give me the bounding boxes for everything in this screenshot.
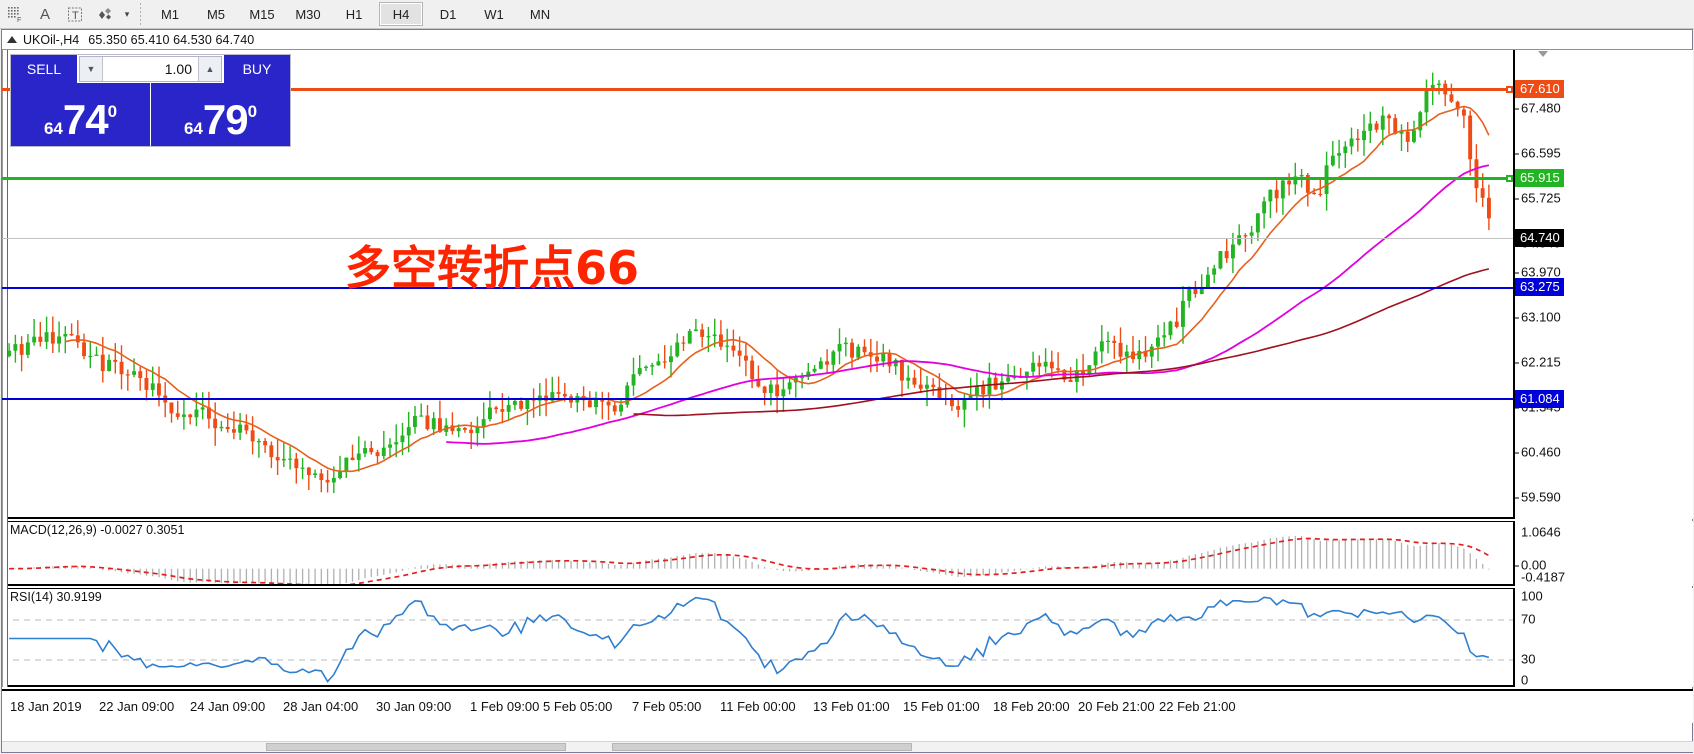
rsi-tick: 70 [1521, 611, 1536, 627]
timeframe-m15[interactable]: M15 [249, 6, 275, 22]
crosshair-f-icon[interactable]: F [0, 1, 30, 27]
timeframe-m1[interactable]: M1 [160, 6, 180, 22]
trade-panel-prices: 64 74 0 64 79 0 [11, 83, 290, 146]
time-tick: 13 Feb 01:00 [813, 699, 890, 714]
price-tick: 66.595 [1514, 146, 1561, 161]
svg-text:T: T [72, 10, 79, 22]
timeframe-h4[interactable]: H4 [379, 2, 423, 26]
time-tick: 11 Feb 00:00 [720, 699, 796, 714]
time-tick: 18 Feb 20:00 [993, 699, 1070, 714]
rsi-tick: 100 [1521, 588, 1543, 604]
volume-increase-icon[interactable]: ▲ [198, 57, 221, 81]
volume-decrease-icon[interactable]: ▼ [80, 57, 103, 81]
volume-input[interactable]: 1.00 [164, 61, 192, 77]
time-tick: 15 Feb 01:00 [903, 699, 980, 714]
macd-axis: 1.0646 0.00 -0.4187 [1513, 521, 1693, 586]
chart-header: UKOil-,H4 65.350 65.410 64.530 64.740 [2, 30, 1692, 50]
trade-panel-top-row: SELL ▼ 1.00 ▲ BUY [11, 55, 290, 83]
candlestick-series [7, 72, 1491, 493]
time-tick: 7 Feb 05:00 [632, 699, 702, 714]
timeframe-mn[interactable]: MN [529, 6, 551, 22]
rsi-label: RSI(14) 30.9199 [8, 590, 104, 604]
sell-price-pips: 74 [62, 96, 109, 143]
macd-series [9, 536, 1490, 584]
chart-toolbar: F A T ▾ M1 M5 M15 M30 H1 H4 D1 W1 [0, 0, 1694, 29]
text-a-icon[interactable]: A [30, 1, 60, 27]
macd-tick: 0.00 [1514, 558, 1546, 573]
collapse-triangle-icon[interactable] [7, 36, 17, 43]
text-a-glyph: A [39, 5, 50, 23]
time-tick: 30 Jan 09:00 [376, 699, 452, 714]
buy-button[interactable]: BUY [224, 55, 290, 83]
rsi-pane[interactable]: RSI(14) 30.9199 [2, 588, 1513, 687]
sell-button[interactable]: SELL [11, 55, 77, 83]
price-label-level-1: 63.275 [1515, 278, 1564, 296]
macd-pane[interactable]: MACD(12,26,9) -0.0027 0.3051 [2, 521, 1513, 586]
buy-price-fraction: 0 [247, 102, 258, 121]
macd-tick: 1.0646 [1521, 524, 1561, 540]
macd-tick: -0.4187 [1521, 569, 1566, 585]
chart-annotation-text[interactable]: 多空转折点66 [345, 241, 640, 295]
buy-price-pips: 79 [202, 96, 249, 143]
time-tick: 18 Jan 2019 [10, 699, 82, 714]
objects-icon[interactable] [90, 1, 120, 27]
price-label-resistance: 67.610 [1515, 80, 1564, 98]
price-tick: 63.970 [1514, 265, 1561, 280]
timeframe-h1[interactable]: H1 [345, 6, 363, 22]
rsi-tick: 30 [1521, 651, 1536, 667]
time-tick: 5 Feb 05:00 [543, 699, 613, 714]
price-label-support: 65.915 [1515, 169, 1564, 187]
price-tick: 65.725 [1514, 191, 1561, 206]
time-tick: 28 Jan 04:00 [283, 699, 359, 714]
time-tick: 20 Feb 21:00 [1078, 699, 1155, 714]
volume-stepper[interactable]: ▼ 1.00 ▲ [79, 56, 222, 82]
rsi-axis: 100 70 30 0 [1513, 588, 1693, 688]
price-label-current: 64.740 [1515, 229, 1564, 247]
objects-dropdown-caret-icon[interactable]: ▾ [124, 8, 130, 19]
scrollbar-thumb-left[interactable] [266, 743, 566, 751]
price-tick: 67.480 [1514, 101, 1561, 116]
time-axis[interactable]: 18 Jan 2019 22 Jan 09:00 24 Jan 09:00 28… [2, 689, 1693, 723]
horizontal-scrollbar[interactable] [2, 741, 1693, 752]
buy-price-big-figure: 64 [183, 119, 203, 138]
toolbar-separator [140, 3, 141, 25]
time-tick: 22 Jan 09:00 [99, 699, 175, 714]
chart-symbol-label: UKOil-,H4 [23, 32, 80, 47]
price-label-level-2: 61.084 [1515, 390, 1564, 408]
svg-text:F: F [17, 17, 21, 23]
price-tick: 63.100 [1514, 310, 1561, 325]
buy-price-button[interactable]: 64 79 0 [151, 83, 290, 146]
sell-price-fraction: 0 [107, 102, 118, 121]
price-tick: 59.590 [1514, 490, 1561, 505]
rsi-tick: 0 [1521, 672, 1529, 688]
chart-ohlc-values: 65.350 65.410 64.530 64.740 [88, 32, 255, 47]
macd-label: MACD(12,26,9) -0.0027 0.3051 [8, 523, 187, 537]
price-tick: 62.215 [1514, 355, 1561, 370]
chart-window: UKOil-,H4 65.350 65.410 64.530 64.740 [1, 29, 1693, 753]
timeframe-m5[interactable]: M5 [206, 6, 226, 22]
timeframe-w1[interactable]: W1 [484, 6, 504, 22]
text-label-t-icon[interactable]: T [60, 1, 90, 27]
time-tick: 1 Feb 09:00 [470, 699, 540, 714]
sell-price-big-figure: 64 [43, 119, 63, 138]
pane-menu-arrow-icon[interactable] [1538, 51, 1548, 57]
sell-price-button[interactable]: 64 74 0 [11, 83, 150, 146]
scrollbar-thumb-right[interactable] [612, 743, 912, 751]
price-tick: 60.460 [1514, 445, 1561, 460]
timeframe-d1[interactable]: D1 [439, 6, 457, 22]
one-click-trading-panel[interactable]: SELL ▼ 1.00 ▲ BUY 64 74 0 [10, 54, 291, 147]
rsi-series [2, 596, 1513, 683]
timeframe-m30[interactable]: M30 [295, 6, 321, 22]
price-axis[interactable]: 67.480 66.595 65.725 64.840 63.970 63.10… [1513, 50, 1693, 519]
time-tick: 22 Feb 21:00 [1159, 699, 1236, 714]
time-tick: 24 Jan 09:00 [190, 699, 266, 714]
pane-left-border [2, 50, 8, 687]
